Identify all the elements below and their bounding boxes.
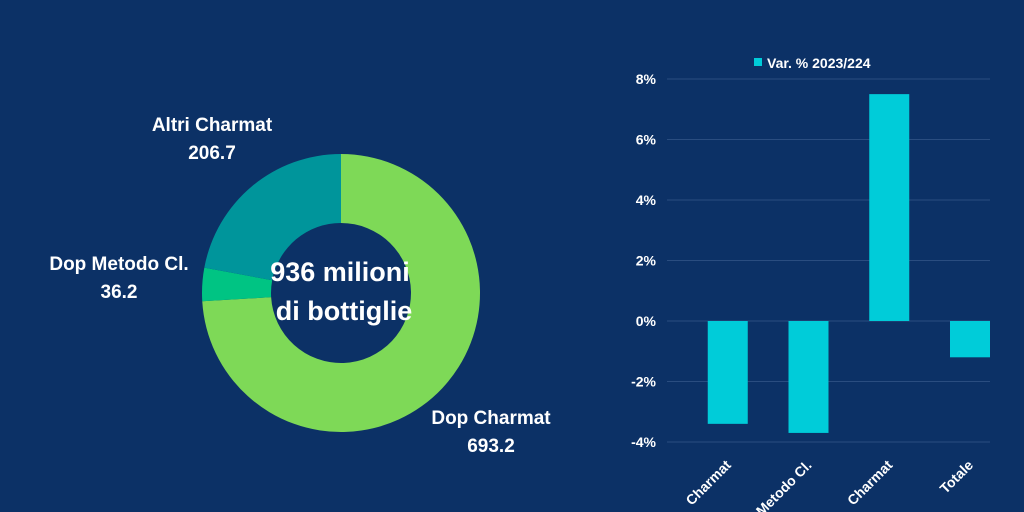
y-tick-label: 0% (636, 313, 657, 329)
bar-chart-x-axis: Charmat Metodo Cl. Charmat Totale (682, 457, 976, 512)
y-tick-label: -2% (631, 374, 656, 390)
x-tick-label: Charmat (844, 457, 896, 509)
bar-metodo-cl-1 (788, 321, 829, 433)
donut-slice-dop-metodo-cl (202, 267, 273, 302)
donut-center-line-2: di bottiglie (276, 296, 412, 326)
slice-value-altri-charmat: 206.7 (188, 143, 236, 164)
legend-swatch (754, 58, 762, 66)
slice-value-dop-charmat: 693.2 (467, 436, 515, 457)
slice-value-dop-metodo: 36.2 (101, 282, 138, 303)
bar-totale-3 (950, 321, 990, 358)
donut-slice-dop-charmat (202, 154, 480, 432)
y-tick-label: 8% (636, 71, 657, 87)
slice-label-dop-charmat: Dop Charmat (431, 408, 551, 429)
y-tick-label: -4% (631, 434, 656, 450)
y-tick-label: 4% (636, 192, 657, 208)
x-tick-label: Metodo Cl. (753, 457, 815, 512)
bar-chart-bars (707, 94, 990, 433)
y-tick-label: 2% (636, 253, 657, 269)
donut-slice-altri-charmat (204, 154, 341, 281)
y-tick-label: 6% (636, 132, 657, 148)
donut-center-line-1: 936 milioni (270, 257, 410, 287)
bar-chart-y-axis: 8% 6% 4% 2% 0% -2% -4% (631, 71, 656, 450)
legend-label: Var. % 2023/224 (767, 55, 871, 71)
x-tick-label: Totale (936, 457, 976, 497)
x-tick-label: Charmat (682, 457, 734, 509)
donut-chart (202, 154, 480, 432)
slice-label-altri-charmat: Altri Charmat (152, 115, 273, 136)
bar-charmat-0 (707, 321, 748, 424)
bar-charmat-2 (869, 94, 910, 321)
slice-label-dop-metodo: Dop Metodo Cl. (49, 254, 188, 275)
